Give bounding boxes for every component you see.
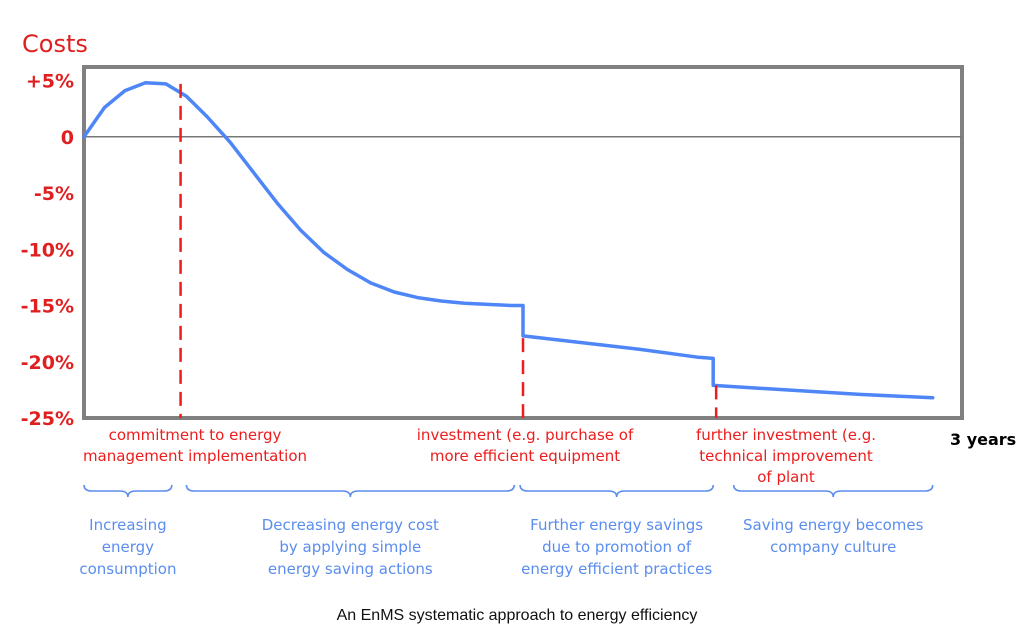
event-label-line: management implementation (83, 447, 307, 465)
y-tick-label: -15% (21, 296, 74, 318)
event-label-line: commitment to energy (109, 426, 282, 444)
cost-curve-series-0 (82, 81, 935, 400)
phase-label-line: Saving energy becomes (743, 516, 924, 534)
event-label-1: investment (e.g. purchase of more efficie… (417, 426, 634, 465)
phase-label-line: by applying simple (279, 538, 421, 556)
event-label-line: investment (e.g. purchase of (417, 426, 634, 444)
phase-label-line: due to promotion of (542, 538, 692, 556)
event-label-line: further investment (e.g. (696, 426, 876, 444)
phase-brace-2 (519, 484, 715, 498)
phase-label-line: energy efficient practices (521, 560, 712, 578)
phase-label-line: company culture (770, 538, 896, 556)
phase-label-line: energy (102, 538, 154, 556)
y-tick-label: -5% (34, 183, 74, 205)
x-axis-end-label: 3 years (950, 430, 1016, 449)
y-tick-label: -25% (21, 408, 74, 430)
y-tick-label: -20% (21, 352, 74, 374)
y-tick-label: 0 (61, 127, 74, 149)
y-tick-label: +5% (26, 71, 74, 93)
event-label-line: technical improvement (699, 447, 873, 465)
y-axis-label: Costs (22, 30, 88, 58)
phase-brace-1 (185, 484, 516, 498)
phase-brace-3 (732, 484, 934, 498)
event-label-0: commitment to energy management implement… (83, 426, 307, 465)
phase-label-line: Further energy savings (530, 516, 703, 534)
phase-label-line: energy saving actions (268, 560, 433, 578)
figure-caption: An EnMS systematic approach to energy ef… (336, 607, 698, 624)
event-label-2: further investment (e.g. technical improv… (696, 426, 876, 486)
event-label-line: more efficient equipment (430, 447, 620, 465)
y-tick-label: -10% (21, 239, 74, 261)
phase-label-line: consumption (79, 560, 176, 578)
event-label-line: of plant (757, 468, 815, 486)
phase-label-line: Increasing (89, 516, 166, 534)
chart: +5% 0 -5% -10% -15% -20% -25% commitment to en… (21, 30, 1017, 578)
phase-label-line: Decreasing energy cost (262, 516, 439, 534)
phase-brace-0 (83, 484, 173, 498)
